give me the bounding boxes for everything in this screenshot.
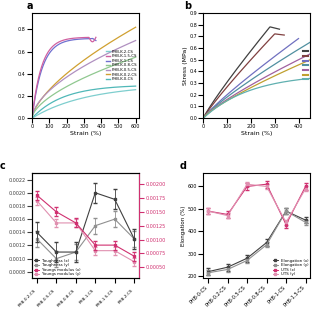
Text: d: d xyxy=(180,161,187,171)
Text: a: a xyxy=(27,1,33,11)
Text: c: c xyxy=(0,161,6,171)
Text: b: b xyxy=(184,1,191,11)
Legend: Elongation (x), Elongation (y), UTS (x), UTS (y): Elongation (x), Elongation (y), UTS (x),… xyxy=(273,259,308,276)
Y-axis label: Elongation (%): Elongation (%) xyxy=(181,205,186,246)
Legend: Toughness (x), Toughness (y), Youngs modulus (x), Youngs modulus (y): Toughness (x), Toughness (y), Youngs mod… xyxy=(34,259,80,276)
Legend: PHB-K-2-CS, PHB-K-1.5-CS, PHB-K-1-CS, PHB-K-0.8-CS, PHB-K-0.5-CS, PHB-K-0.2-CS, : PHB-K-2-CS, PHB-K-1.5-CS, PHB-K-1-CS, PH… xyxy=(106,50,137,81)
Legend: , , , , , , : , , , , , , xyxy=(303,49,309,82)
X-axis label: Strain (%): Strain (%) xyxy=(241,131,273,136)
X-axis label: Strain (%): Strain (%) xyxy=(70,131,101,136)
Y-axis label: Stress (MPa): Stress (MPa) xyxy=(183,46,188,85)
